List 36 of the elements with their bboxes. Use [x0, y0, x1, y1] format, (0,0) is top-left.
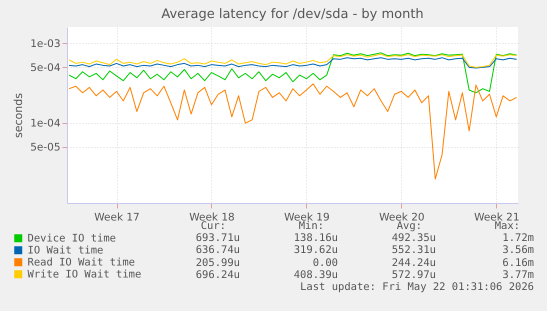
text: 1.72m: [501, 232, 534, 244]
text: 552.31u: [390, 244, 436, 257]
text: 492.35u: [390, 232, 436, 244]
y-axis-title: seconds: [12, 92, 26, 138]
text: 696.24u: [194, 268, 240, 281]
text: 693.71u: [194, 232, 240, 244]
text: 0.00: [312, 256, 338, 269]
text: Cur:: [200, 220, 226, 232]
text: 572.97u: [390, 268, 436, 281]
y-tick-label: 5e-05: [30, 142, 60, 154]
y-tick-label: 1e-04: [30, 118, 61, 130]
text: 138.16u: [292, 232, 338, 244]
chart-title: Average latency for /dev/sda - by month: [161, 7, 424, 22]
text: Avg:: [396, 220, 422, 232]
text: 3.77m: [501, 268, 534, 281]
text: 408.39u: [292, 268, 338, 281]
legend-label: Write IO Wait time: [28, 268, 142, 280]
text: 3.56m: [501, 244, 534, 257]
legend-label: Read IO Wait time: [28, 256, 135, 268]
line-series: [68, 52, 518, 94]
text: 319.62u: [292, 244, 338, 257]
text: 205.99u: [194, 256, 240, 269]
text: 6.16m: [501, 256, 534, 269]
y-tick-label: 5e-04: [30, 62, 61, 74]
text: 244.24u: [390, 256, 436, 269]
text: Min:: [298, 220, 324, 232]
x-tick-label: Week 17: [94, 212, 140, 224]
line-series: [68, 57, 518, 69]
text: Max:: [494, 220, 521, 232]
line-series: [68, 83, 518, 180]
legend-label: IO Wait time: [28, 244, 104, 256]
legend-label: Device IO time: [28, 232, 116, 244]
text: Last update: Fri May 22 01:31:06 2026: [299, 280, 534, 294]
text: 636.74u: [194, 244, 240, 257]
y-tick-label: 1e-03: [30, 38, 60, 50]
line-series: [68, 54, 518, 68]
